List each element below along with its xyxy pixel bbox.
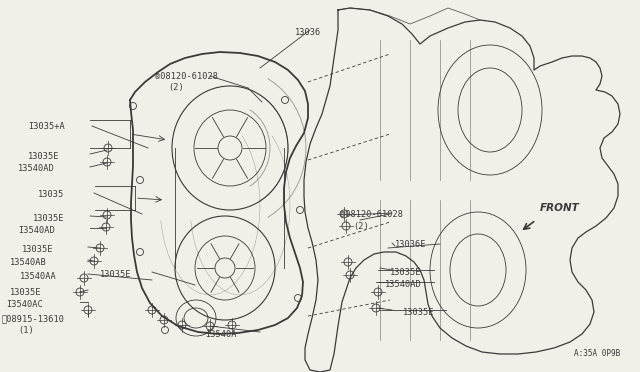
Text: ®08120-61028: ®08120-61028 bbox=[340, 210, 403, 219]
Text: (2): (2) bbox=[168, 83, 184, 92]
Text: 13035E: 13035E bbox=[10, 288, 42, 297]
Text: A:35A 0P9B: A:35A 0P9B bbox=[573, 349, 620, 358]
Text: 13035E: 13035E bbox=[33, 214, 65, 223]
Text: 13035E: 13035E bbox=[390, 268, 422, 277]
Text: I3540A: I3540A bbox=[205, 330, 237, 339]
Text: 13540AB: 13540AB bbox=[10, 258, 47, 267]
Text: I3540AD: I3540AD bbox=[18, 226, 55, 235]
Text: 13036: 13036 bbox=[295, 28, 321, 37]
Text: I3035+A: I3035+A bbox=[28, 122, 65, 131]
Text: 13035E: 13035E bbox=[100, 270, 131, 279]
Text: I3540AC: I3540AC bbox=[6, 300, 43, 309]
Text: 13035E: 13035E bbox=[22, 245, 54, 254]
Text: FRONT: FRONT bbox=[540, 203, 580, 213]
Text: (1): (1) bbox=[18, 326, 34, 335]
Text: 13035E: 13035E bbox=[403, 308, 435, 317]
Text: 13540AD: 13540AD bbox=[18, 164, 55, 173]
Text: ®08120-61028: ®08120-61028 bbox=[155, 72, 218, 81]
Text: 13036E: 13036E bbox=[395, 240, 426, 249]
Text: 13035E: 13035E bbox=[28, 152, 60, 161]
Text: Ⓦ08915-13610: Ⓦ08915-13610 bbox=[2, 314, 65, 323]
Text: 13540AD: 13540AD bbox=[385, 280, 422, 289]
Text: 13540AA: 13540AA bbox=[20, 272, 57, 281]
Text: (2): (2) bbox=[353, 222, 369, 231]
Text: 13035: 13035 bbox=[38, 190, 64, 199]
